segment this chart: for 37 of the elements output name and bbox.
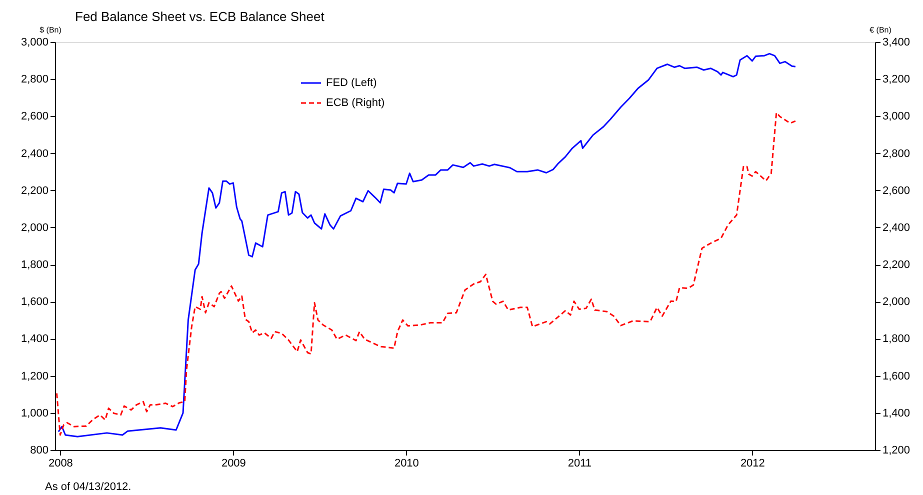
y-tick-label: 3,000 bbox=[20, 36, 48, 48]
y2-axis-title: € (Bn) bbox=[870, 26, 892, 34]
x-tick-label: 2012 bbox=[740, 458, 765, 470]
line-series bbox=[56, 112, 796, 436]
x-tick-label: 2011 bbox=[568, 458, 592, 470]
y-tick-label: 800 bbox=[30, 444, 48, 456]
y2-tick-label: 2,000 bbox=[882, 296, 910, 308]
text: As of 04/13/2012. bbox=[45, 481, 132, 493]
y2-tick-label: 1,200 bbox=[882, 444, 910, 456]
y-tick-label: 1,800 bbox=[20, 259, 48, 272]
y-tick-label: 1,600 bbox=[20, 296, 48, 308]
y-tick-label: 1,400 bbox=[20, 333, 48, 346]
y2-tick-label: 3,000 bbox=[882, 110, 910, 123]
y2-tick-label: 1,400 bbox=[882, 407, 910, 420]
legend-label: FED (Left) bbox=[326, 77, 377, 89]
y-tick-label: 1,200 bbox=[20, 370, 48, 382]
y-tick-label: 2,800 bbox=[20, 74, 48, 86]
y2-tick-label: 1,800 bbox=[882, 333, 910, 346]
y-tick-label: 2,400 bbox=[20, 148, 48, 160]
y2-tick-label: 2,200 bbox=[882, 259, 910, 272]
y-tick-label: 2,000 bbox=[20, 222, 48, 234]
y-tick-label: 1,000 bbox=[20, 407, 48, 420]
y2-tick-label: 2,600 bbox=[882, 184, 910, 197]
y-axis-title: $ (Bn) bbox=[40, 26, 62, 34]
legend-label: ECB (Right) bbox=[326, 97, 385, 109]
y2-tick-label: 3,400 bbox=[882, 36, 910, 48]
line-series bbox=[58, 52, 796, 438]
x-tick-label: 2009 bbox=[221, 458, 246, 470]
x-tick-label: 2008 bbox=[48, 458, 73, 470]
x-tick-label: 2010 bbox=[394, 458, 419, 470]
y2-tick-label: 1,600 bbox=[882, 370, 910, 382]
y-tick-label: 2,600 bbox=[20, 110, 48, 123]
y2-tick-label: 2,400 bbox=[882, 222, 910, 234]
y2-tick-label: 3,200 bbox=[882, 74, 910, 86]
chart-title: Fed Balance Sheet vs. ECB Balance Sheet bbox=[75, 9, 325, 24]
y-tick-label: 2,200 bbox=[20, 184, 48, 197]
y2-tick-label: 2,800 bbox=[882, 148, 910, 160]
